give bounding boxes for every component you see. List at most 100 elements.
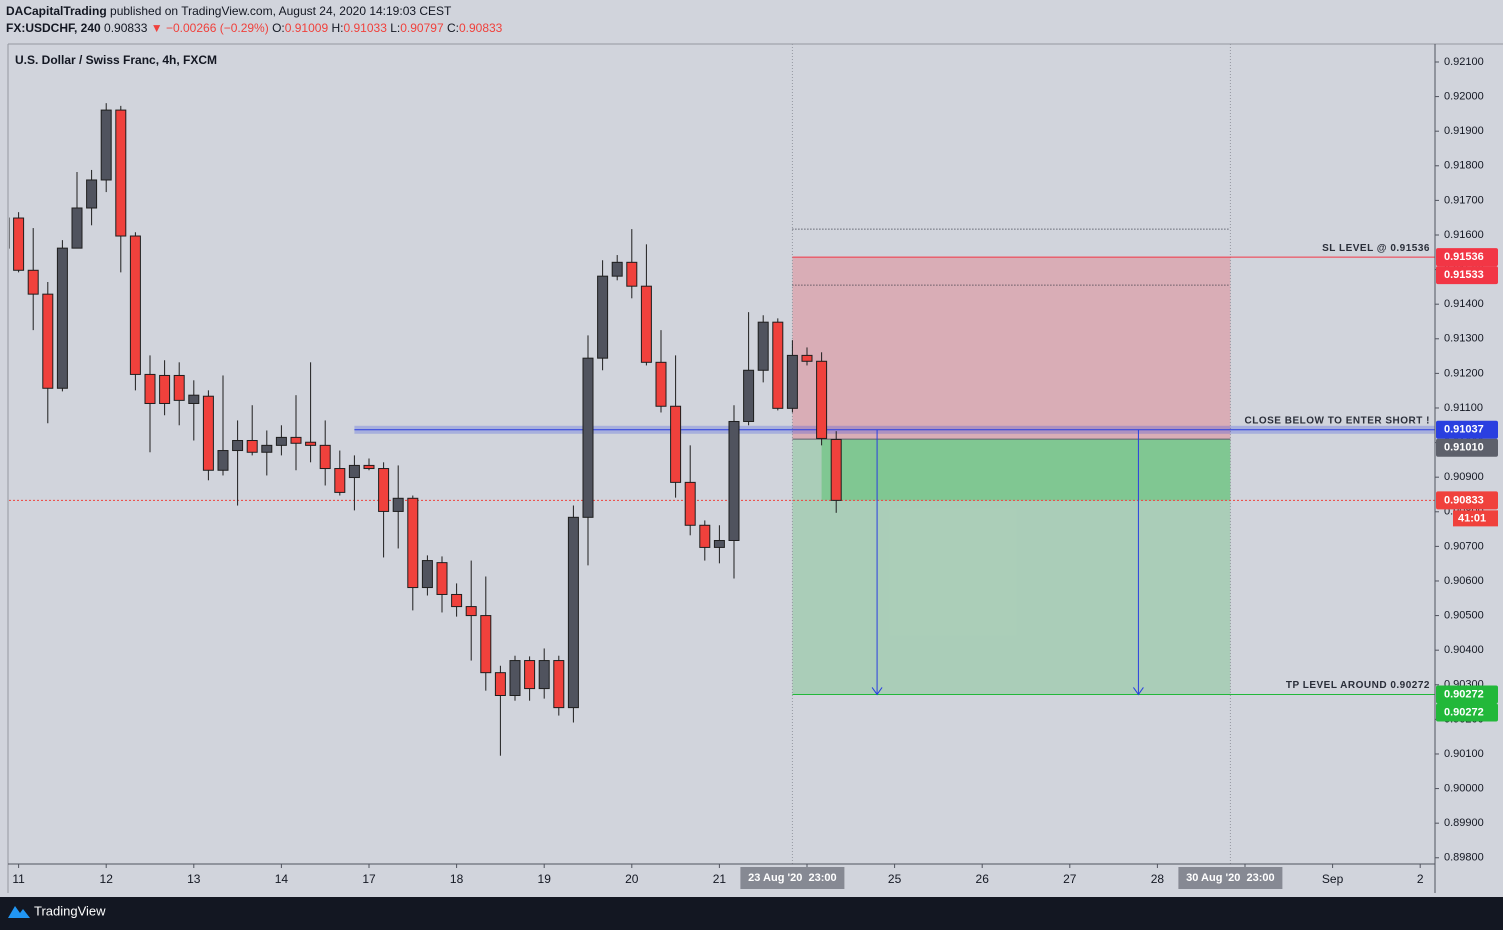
candle-body [275, 436, 287, 446]
extra-tag [1436, 703, 1498, 722]
signal-tag-label: 0.91037 [1444, 424, 1484, 436]
entry-tag [1436, 438, 1498, 457]
x-tick-label: 25 [888, 872, 902, 886]
candle-body [494, 672, 506, 697]
candle-body [611, 261, 623, 277]
stop-tag [1436, 248, 1498, 267]
entry-tag-label: 0.91010 [1444, 442, 1484, 454]
candle-body [217, 450, 229, 471]
y-tick-label: 0.90500 [1444, 609, 1484, 621]
annotation: CLOSE BELOW TO ENTER SHORT ! [1245, 415, 1430, 426]
x-tick-label: 21 [713, 872, 727, 886]
y-tick-label: 0.90100 [1444, 748, 1484, 760]
o-value: 0.91009 [285, 21, 329, 35]
target-tag [1436, 685, 1498, 704]
candle-body [27, 269, 39, 295]
candle-body [13, 217, 25, 271]
candle-body [290, 436, 302, 444]
x-tick-label: 20 [625, 872, 639, 886]
x-tick-label: 26 [976, 872, 990, 886]
y-tick-label: 0.89800 [1444, 852, 1484, 864]
annotation: SL LEVEL @ 0.91536 [1322, 243, 1430, 254]
candle-body [816, 360, 828, 439]
footer-bar [0, 897, 1503, 930]
y-tick-label: 0.91800 [1444, 160, 1484, 172]
candle-body [713, 539, 725, 548]
candle-body [100, 109, 112, 181]
candle-body [246, 440, 258, 453]
candle-body [202, 395, 214, 471]
annotation: TP LEVEL AROUND 0.90272 [1286, 680, 1430, 691]
candle-body [159, 374, 171, 404]
candle-body [378, 468, 390, 512]
candle-body [86, 179, 98, 209]
author: DACapitalTrading [6, 4, 107, 18]
candle-body [173, 374, 185, 401]
last-price: 0.90833 [104, 21, 148, 35]
x-tick-label: 27 [1063, 872, 1077, 886]
y-tick-label: 0.90700 [1444, 540, 1484, 552]
x-tick-label: 18 [450, 872, 464, 886]
signal-tag [1436, 420, 1498, 439]
countdown: 41:01 [1458, 512, 1486, 524]
candle-body [524, 660, 536, 690]
candle-body [640, 285, 652, 363]
candle-body [743, 369, 755, 422]
plot [9, 44, 1435, 864]
h-label: H: [331, 21, 343, 35]
candle-body [348, 464, 360, 479]
header-quote: FX:USDCHF, 240 0.90833 ▼ −0.00266 (−0.29… [6, 21, 503, 35]
candle-body [421, 560, 433, 589]
x-tick-label: 11 [12, 872, 25, 886]
candle-body [830, 438, 842, 501]
x-tick-label: Sep [1322, 872, 1344, 886]
x-tick-label: 14 [275, 872, 289, 886]
candle-body [129, 235, 141, 375]
candle-body [42, 293, 54, 389]
header-line: DACapitalTrading published on TradingVie… [6, 4, 452, 18]
candle-body [699, 524, 711, 548]
candle-body [407, 497, 419, 589]
price-tag [1436, 491, 1498, 510]
reward-zone [792, 439, 1231, 695]
x-tick-label: 19 [538, 872, 552, 886]
candle-body [261, 444, 273, 453]
candle-body [144, 373, 156, 404]
y-tick-label: 0.91100 [1444, 402, 1483, 414]
candle-body [553, 660, 565, 709]
candle-body [626, 261, 638, 287]
y-tick-label: 0.90600 [1444, 575, 1484, 587]
x-tick-label: 12 [100, 872, 114, 886]
l-value: 0.90797 [400, 21, 444, 35]
chart-title: U.S. Dollar / Swiss Franc, 4h, FXCM [15, 53, 217, 67]
l-label: L: [390, 21, 400, 35]
candle-body [319, 444, 331, 470]
candle-body [71, 207, 83, 249]
y-tick-label: 0.91300 [1444, 333, 1484, 345]
y-tick-label: 0.91600 [1444, 229, 1484, 241]
arrow-head [871, 687, 883, 696]
candle-body [188, 394, 200, 404]
candle-body [567, 516, 579, 709]
candle-body [436, 562, 448, 595]
open-pnl-zone [821, 439, 1231, 501]
arrow-head [1133, 687, 1144, 696]
candle-body [465, 606, 477, 617]
y-tick-label: 0.92100 [1444, 56, 1484, 68]
candle-body [232, 440, 244, 452]
symbol: FX:USDCHF, 240 [6, 21, 101, 35]
published: published on TradingView.com, August 24,… [110, 4, 452, 18]
y-tick-label: 0.91400 [1444, 298, 1484, 310]
candle-body [582, 357, 594, 518]
countdown-tag [1453, 510, 1498, 527]
price-tag-label: 0.90833 [1444, 494, 1484, 506]
time-marker-tag [740, 867, 845, 889]
extra-tag-label: 0.90272 [1444, 706, 1484, 718]
candle-body [115, 109, 127, 237]
x-tick-label: 17 [362, 872, 376, 886]
candle-body [451, 593, 463, 608]
time-marker-tag [1178, 867, 1283, 889]
footer-brand: TradingView [34, 903, 106, 918]
stop-tag-label: 0.91536 [1444, 251, 1484, 263]
